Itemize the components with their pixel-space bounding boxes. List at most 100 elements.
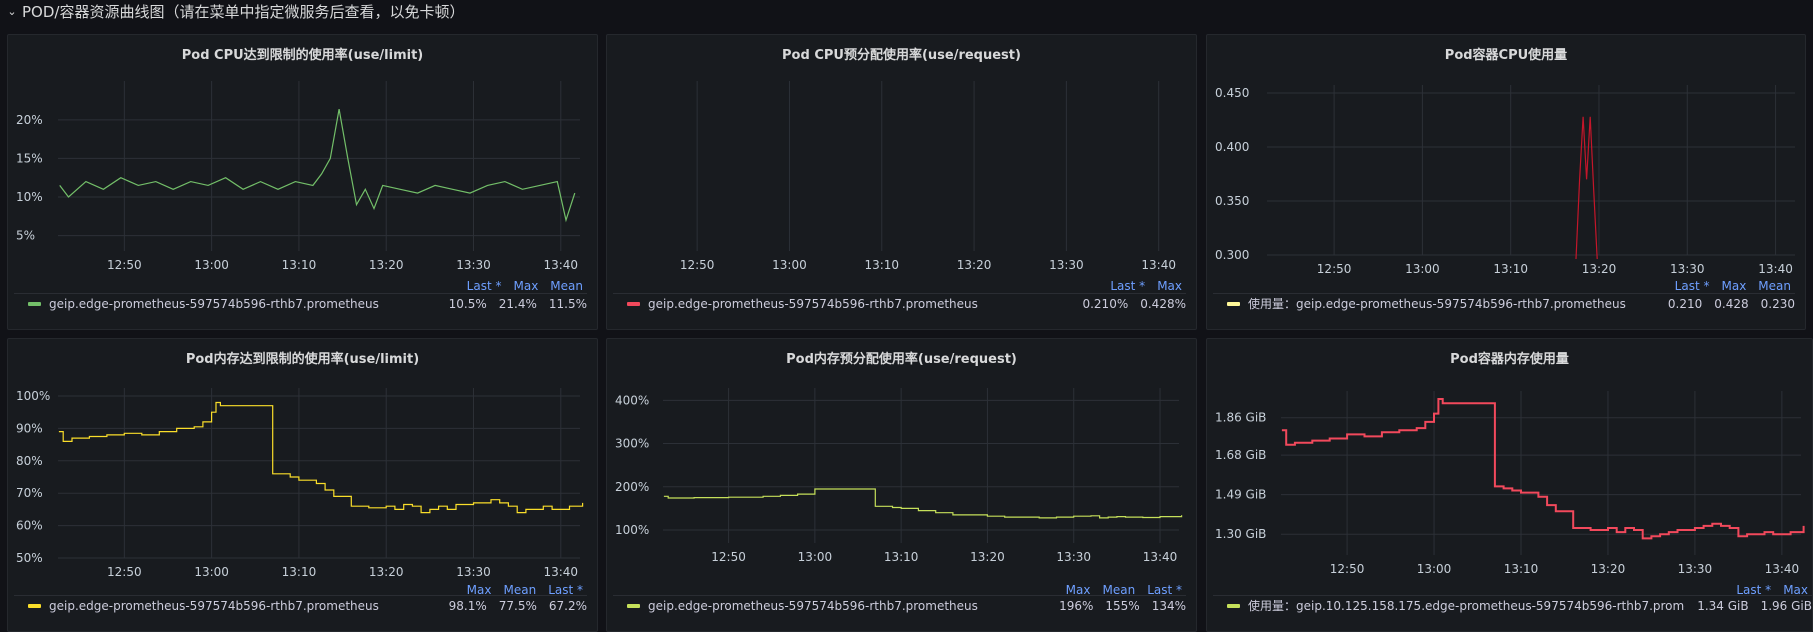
legend-column-header[interactable]: Last *	[1110, 279, 1145, 293]
legend-value: 134%	[1152, 599, 1186, 613]
x-tick-label: 13:30	[1678, 562, 1713, 576]
y-tick-label: 0.400	[1215, 140, 1249, 154]
panel-4[interactable]: Pod内存达到限制的使用率(use/limit) 12:50 13:00 13:10 1…	[7, 338, 598, 632]
x-tick-label: 13:40	[543, 565, 578, 579]
legend-value: 77.5%	[499, 599, 537, 613]
x-tick-label: 13:20	[369, 258, 404, 272]
x-tick-label: 13:20	[970, 550, 1005, 564]
x-tick-label: 13:10	[864, 258, 899, 272]
legend-column-header[interactable]: Last *	[1675, 279, 1710, 293]
legend-color-swatch	[28, 604, 41, 608]
panel-6[interactable]: Pod容器内存使用量 12:50 13:00 13:10 13:20 13:30 13:40…	[1206, 338, 1813, 632]
y-tick-label: 1.49 GiB	[1215, 488, 1266, 502]
legend-value: 0.210%	[1082, 297, 1128, 311]
y-tick-label: 50%	[16, 551, 43, 565]
x-tick-label: 13:10	[282, 258, 317, 272]
panel-2[interactable]: Pod CPU预分配使用率(use/request) 12:50 13:00 13:1…	[606, 34, 1197, 330]
legend-column-header[interactable]: Mean	[1758, 279, 1791, 293]
legend-series-name: 使用量：geip.10.125.158.175.edge-prometheus-…	[1248, 597, 1685, 614]
legend-value: 0.210	[1668, 297, 1702, 311]
y-tick-label: 10%	[16, 190, 43, 204]
legend-value: 1.34 GiB	[1697, 599, 1748, 613]
x-tick-label: 13:00	[194, 258, 229, 272]
y-tick-label: 20%	[16, 113, 43, 127]
legend-series-name: geip.edge-prometheus-597574b596-rthb7.pr…	[49, 297, 437, 311]
x-tick-label: 13:00	[798, 550, 833, 564]
x-tick-label: 13:30	[456, 258, 491, 272]
legend-value: 0.428%	[1140, 297, 1186, 311]
panel-5[interactable]: Pod内存预分配使用率(use/request) 12:50 13:00 13:10 1…	[606, 338, 1197, 632]
x-tick-label: 12:50	[680, 258, 715, 272]
x-tick-label: 13:40	[1765, 562, 1800, 576]
y-tick-label: 1.30 GiB	[1215, 527, 1266, 541]
legend-value: 196%	[1059, 599, 1093, 613]
y-tick-label: 100%	[16, 389, 50, 403]
series-line[interactable]	[664, 489, 1182, 518]
legend-color-swatch	[1227, 302, 1240, 306]
x-tick-label: 12:50	[1330, 562, 1365, 576]
panel-3[interactable]: Pod容器CPU使用量 12:50 13:00 13:10 13:20 13:30 13:4…	[1206, 34, 1806, 330]
legend-series-name: geip.edge-prometheus-597574b596-rthb7.pr…	[49, 599, 437, 613]
legend-value: 0.428	[1714, 297, 1748, 311]
legend-column-header[interactable]: Max	[513, 279, 538, 293]
series-line[interactable]	[1282, 399, 1804, 538]
legend-series-name: geip.edge-prometheus-597574b596-rthb7.pr…	[648, 297, 1070, 311]
legend-value: 10.5%	[449, 297, 487, 311]
legend-column-header[interactable]: Max	[1721, 279, 1746, 293]
y-tick-label: 1.68 GiB	[1215, 448, 1266, 462]
x-tick-label: 13:00	[1405, 262, 1440, 276]
series-line[interactable]	[60, 109, 575, 220]
legend-row[interactable]: geip.edge-prometheus-597574b596-rthb7.pr…	[613, 595, 1186, 615]
y-tick-label: 90%	[16, 421, 43, 435]
y-tick-label: 15%	[16, 151, 43, 165]
y-tick-label: 0.300	[1215, 248, 1249, 262]
x-tick-label: 13:30	[1056, 550, 1091, 564]
legend-row[interactable]: geip.edge-prometheus-597574b596-rthb7.pr…	[14, 293, 587, 313]
series-line[interactable]	[1576, 117, 1597, 259]
legend-value: 155%	[1105, 599, 1139, 613]
legend-row[interactable]: geip.edge-prometheus-597574b596-rthb7.pr…	[613, 293, 1186, 313]
x-tick-label: 13:10	[282, 565, 317, 579]
x-tick-label: 13:20	[1591, 562, 1626, 576]
x-tick-label: 13:30	[1670, 262, 1705, 276]
x-tick-label: 13:40	[1143, 550, 1178, 564]
x-tick-label: 13:10	[884, 550, 919, 564]
row-title: POD/容器资源曲线图（请在菜单中指定微服务后查看，以免卡顿）	[22, 1, 464, 22]
y-tick-label: 200%	[615, 480, 649, 494]
legend-header: Last * Max Mean	[18, 279, 583, 293]
y-tick-label: 400%	[615, 393, 649, 407]
legend-row[interactable]: 使用量：geip.edge-prometheus-597574b596-rthb…	[1213, 293, 1795, 313]
y-tick-label: 60%	[16, 519, 43, 533]
y-tick-label: 5%	[16, 229, 35, 243]
series-line[interactable]	[59, 403, 583, 513]
legend-series-name: geip.edge-prometheus-597574b596-rthb7.pr…	[648, 599, 1047, 613]
panel-1[interactable]: Pod CPU达到限制的使用率(use/limit) 12:50 13:00 13:1…	[7, 34, 598, 330]
x-tick-label: 13:20	[1582, 262, 1617, 276]
x-tick-label: 13:20	[957, 258, 992, 272]
row-header[interactable]: ⌄ POD/容器资源曲线图（请在菜单中指定微服务后查看，以免卡顿）	[6, 0, 464, 22]
x-tick-label: 13:00	[772, 258, 807, 272]
legend-value: 67.2%	[549, 599, 587, 613]
y-tick-label: 0.450	[1215, 86, 1249, 100]
legend-value: 21.4%	[499, 297, 537, 311]
legend-value: 11.5%	[549, 297, 587, 311]
legend-column-header[interactable]: Mean	[550, 279, 583, 293]
x-tick-label: 13:40	[543, 258, 578, 272]
x-tick-label: 12:50	[711, 550, 746, 564]
x-tick-label: 12:50	[107, 258, 142, 272]
legend-column-header[interactable]: Max	[1157, 279, 1182, 293]
legend-row[interactable]: geip.edge-prometheus-597574b596-rthb7.pr…	[14, 595, 587, 615]
legend-row[interactable]: 使用量：geip.10.125.158.175.edge-prometheus-…	[1213, 595, 1812, 615]
x-tick-label: 13:30	[1049, 258, 1084, 272]
y-tick-label: 0.350	[1215, 194, 1249, 208]
x-tick-label: 12:50	[1317, 262, 1352, 276]
legend-color-swatch	[627, 604, 640, 608]
y-tick-label: 100%	[615, 523, 649, 537]
y-tick-label: 80%	[16, 454, 43, 468]
legend-header: Last * Max Mean	[1217, 279, 1791, 293]
chevron-down-icon[interactable]: ⌄	[6, 5, 18, 18]
x-tick-label: 13:40	[1141, 258, 1176, 272]
y-tick-label: 300%	[615, 437, 649, 451]
legend-color-swatch	[1227, 604, 1240, 608]
legend-column-header[interactable]: Last *	[467, 279, 502, 293]
